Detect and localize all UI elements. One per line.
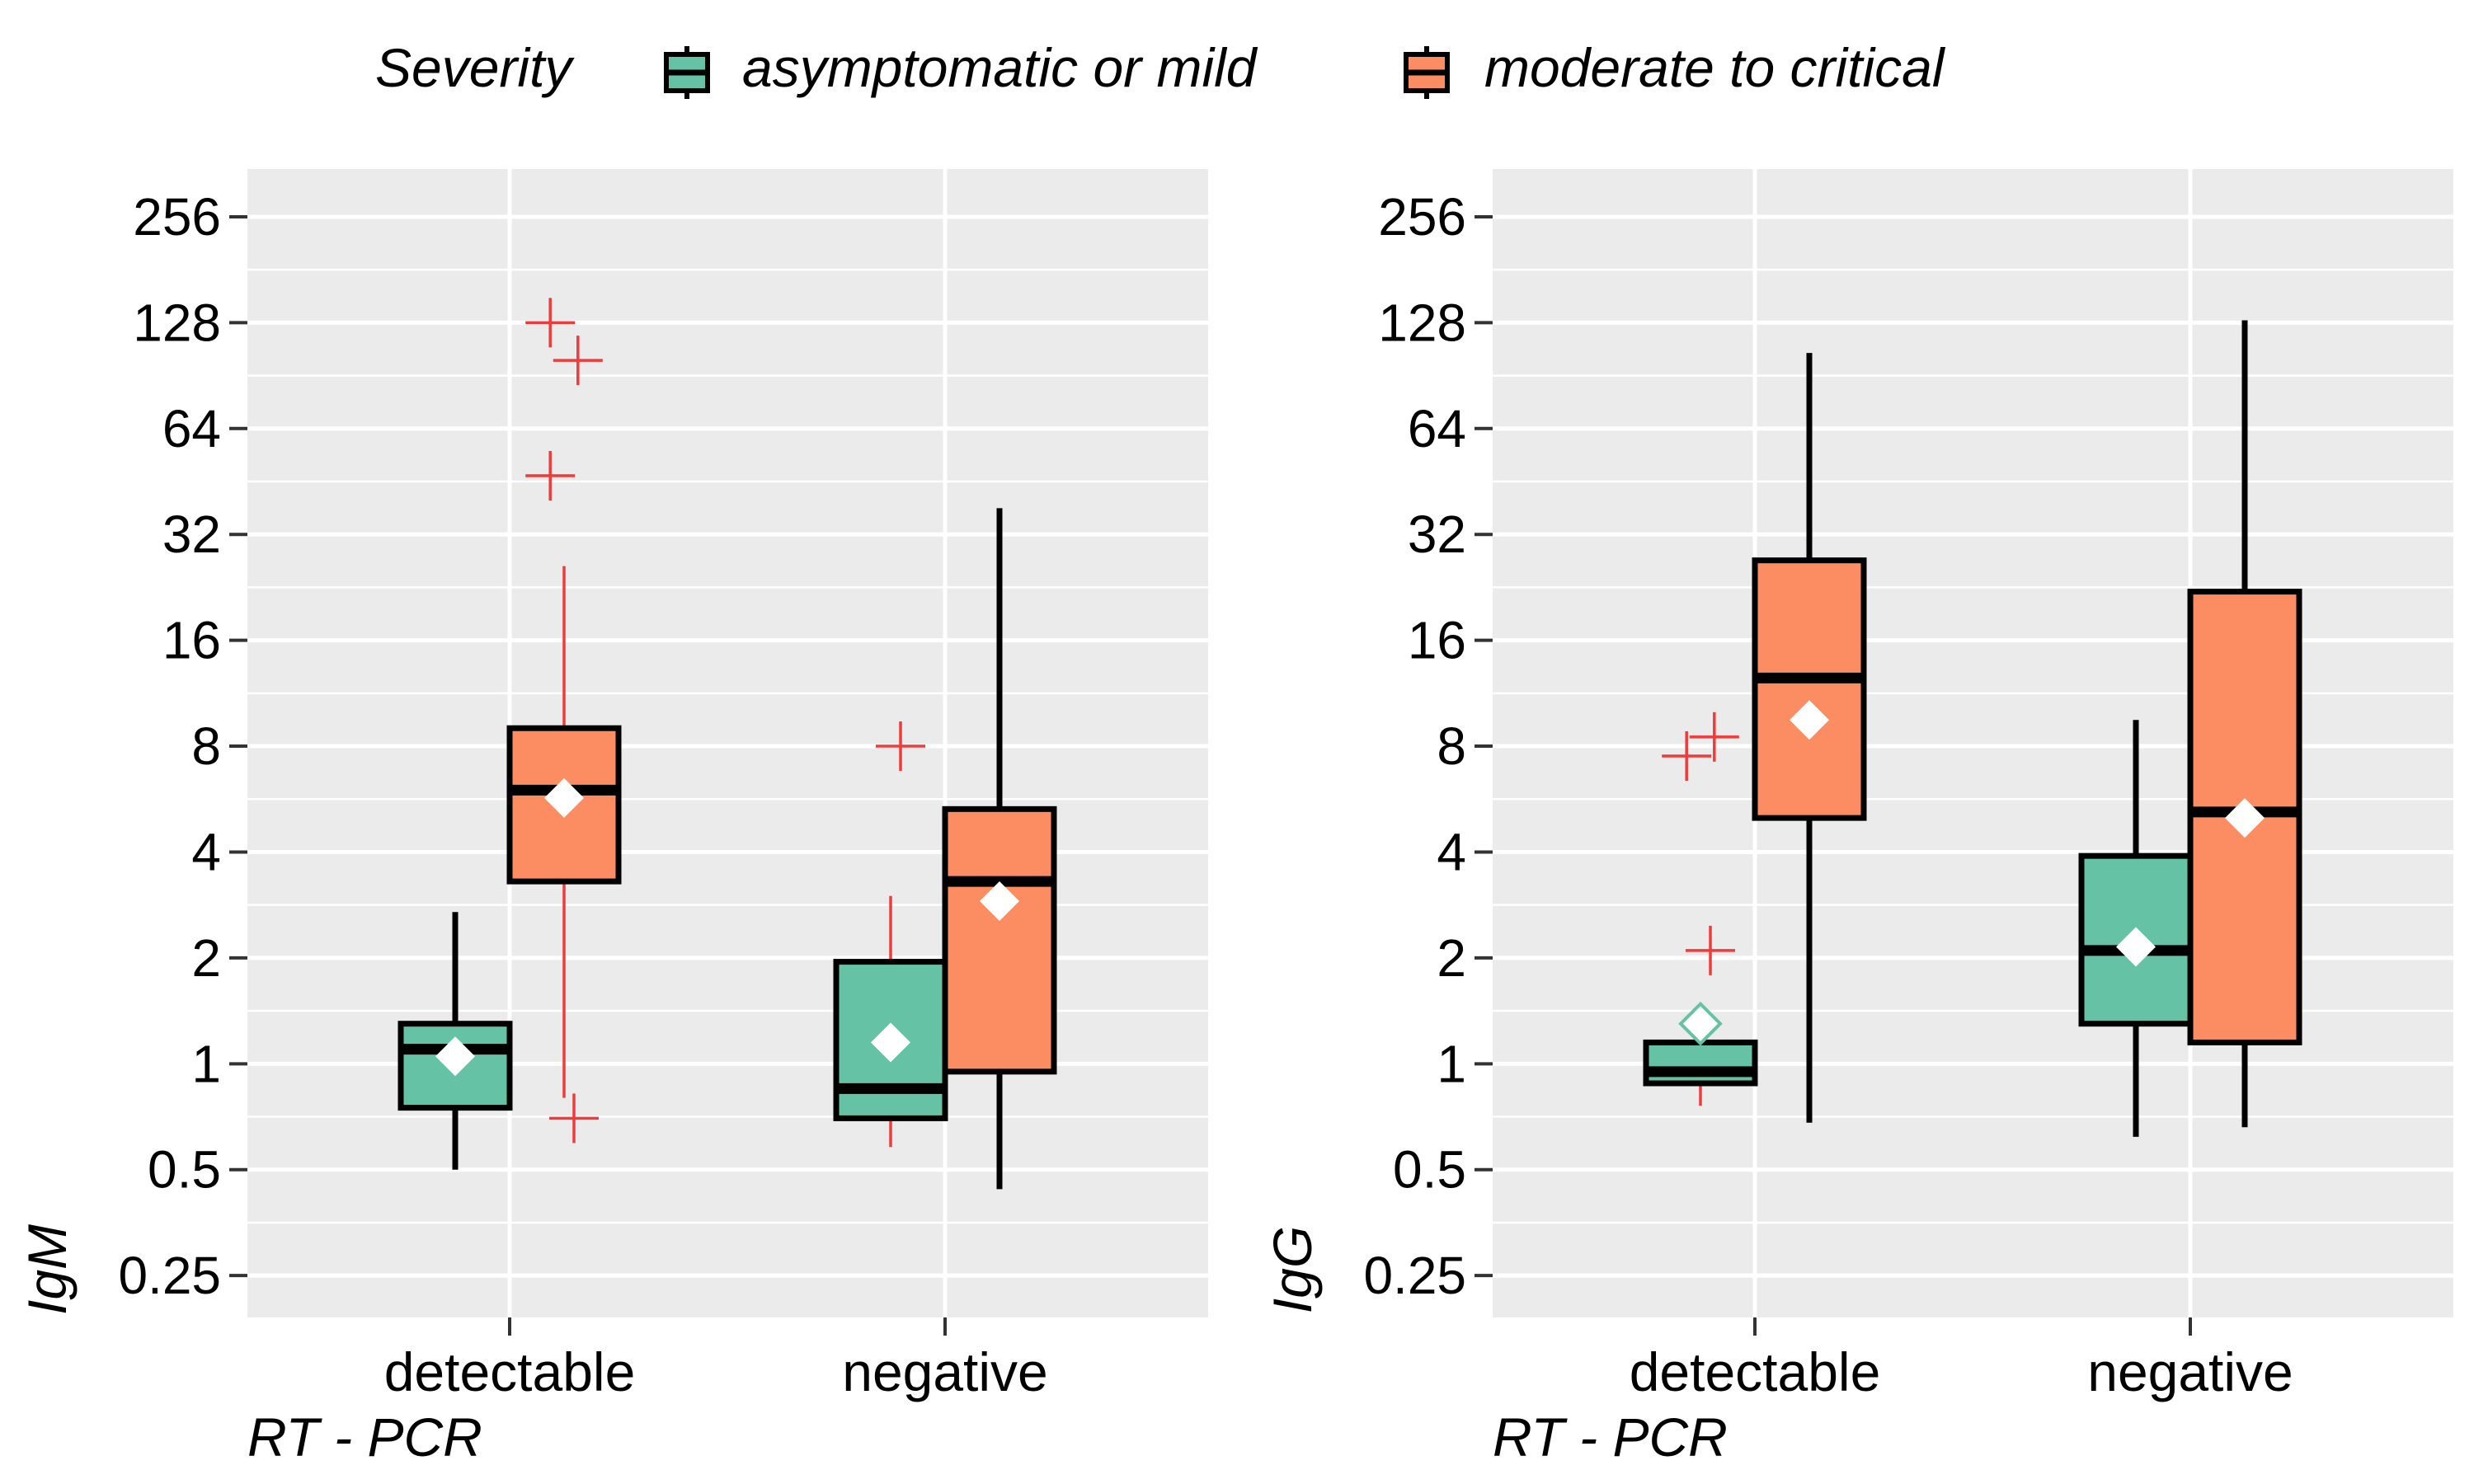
- y-tick-label: 0.25: [118, 1246, 221, 1305]
- igg-panel: 0.25 0.5 1 2 4 8 16 32 64 128 256 detectable negativ…: [1262, 169, 2453, 1468]
- y-tick-label: 1: [1437, 1034, 1466, 1093]
- y-tick-label: 128: [1378, 293, 1466, 352]
- mean-marker: [544, 777, 584, 818]
- mean-marker: [871, 1022, 910, 1063]
- y-tick-label: 32: [162, 505, 221, 564]
- y-tick-label: 4: [191, 822, 221, 881]
- y-tick-label: 256: [133, 187, 221, 247]
- y-tick-label: 256: [1378, 187, 1466, 247]
- legend-item-asymptomatic: asymptomatic or mild: [664, 37, 1258, 99]
- outlier-point: [525, 298, 576, 348]
- y-tick-label: 8: [191, 716, 221, 776]
- y-tick-label: 64: [1408, 399, 1466, 458]
- mean-marker: [2116, 927, 2156, 967]
- outlier-point: [1662, 731, 1712, 782]
- panel-background: [1493, 169, 2453, 1317]
- y-tick-label: 1: [191, 1034, 221, 1093]
- y-tick-label: 16: [1408, 611, 1466, 670]
- legend-title: Severity: [375, 37, 575, 98]
- box-iqr: [1752, 557, 1867, 821]
- mean-marker: [980, 881, 1019, 922]
- y-tick-label: 0.25: [1363, 1246, 1466, 1305]
- y-tick-label: 128: [133, 293, 221, 352]
- y-axis-title: IgG: [1262, 1226, 1323, 1313]
- y-tick-label: 0.5: [1393, 1140, 1466, 1200]
- outlier-point: [1686, 925, 1735, 975]
- box-mild-detectable: [1643, 711, 1758, 1106]
- legend-label-moderate: moderate to critical: [1484, 37, 1946, 98]
- box-critical-detectable: [1752, 353, 1867, 1123]
- y-tick-label: 16: [162, 611, 221, 670]
- y-tick-label: 32: [1408, 505, 1466, 564]
- x-axis-title: RT - PCR: [1493, 1407, 1728, 1468]
- y-tick-label: 0.5: [148, 1140, 221, 1200]
- x-axis-title: RT - PCR: [247, 1407, 482, 1468]
- box-critical-negative: [2187, 320, 2302, 1128]
- mean-marker: [435, 1036, 475, 1077]
- legend: Severity asymptomatic or mild moderate t…: [375, 37, 1946, 99]
- box-iqr: [1643, 1039, 1758, 1087]
- outlier-point: [1689, 711, 1739, 762]
- x-tick-label: detectable: [384, 1341, 636, 1402]
- y-tick-label: 8: [1437, 716, 1466, 776]
- outlier-point: [525, 450, 576, 500]
- x-tick-label: negative: [842, 1341, 1048, 1402]
- box-iqr: [942, 805, 1057, 1075]
- y-tick-label: 2: [191, 928, 221, 988]
- legend-item-moderate: moderate to critical: [1404, 37, 1946, 99]
- mean-marker: [1790, 700, 1829, 740]
- box-mild-negative: [833, 721, 948, 1148]
- outlier-point: [549, 1093, 599, 1144]
- igm-panel: 0.25 0.5 1 2 4 8 16 32 64 128 256 detectable negativ…: [16, 169, 1208, 1468]
- outlier-point: [553, 336, 603, 386]
- box-critical-negative: [942, 508, 1057, 1190]
- panel-background: [247, 169, 1208, 1317]
- box-critical-detectable: [506, 298, 622, 1144]
- y-axis-title: IgM: [16, 1224, 78, 1315]
- box-mild-negative: [2078, 720, 2194, 1137]
- x-tick-label: negative: [2087, 1341, 2293, 1402]
- y-tick-label: 2: [1437, 928, 1466, 988]
- outlier-point: [876, 721, 925, 772]
- mean-marker: [2225, 798, 2265, 838]
- box-iqr: [506, 725, 622, 885]
- legend-label-asymptomatic: asymptomatic or mild: [742, 37, 1258, 98]
- mean-marker: [1678, 1001, 1723, 1046]
- box-mild-detectable: [397, 912, 513, 1170]
- y-tick-label: 64: [162, 399, 221, 458]
- y-tick-label: 4: [1437, 822, 1466, 881]
- x-tick-label: detectable: [1630, 1341, 1881, 1402]
